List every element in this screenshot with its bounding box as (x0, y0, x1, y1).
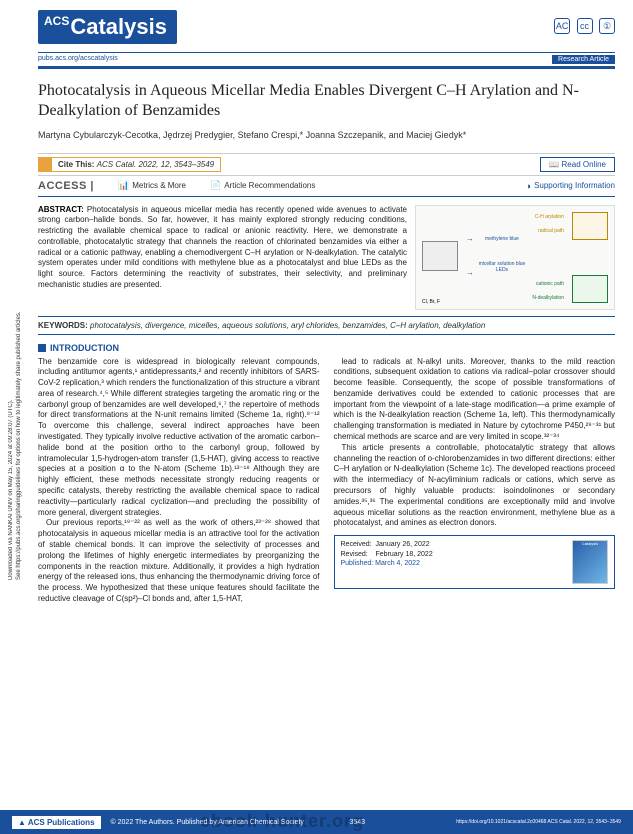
intro-p3: lead to radicals at N-alkyl units. Moreo… (334, 357, 616, 443)
ndealk-label: N-dealkylation (532, 295, 564, 301)
section-marker-icon (38, 344, 46, 352)
si-icon: ◑ (526, 181, 531, 191)
metrics-link[interactable]: 📊Metrics & More (118, 180, 186, 191)
ch-label: C-H arylation (535, 214, 564, 220)
access-row: ACCESS | 📊Metrics & More 📄Article Recomm… (38, 176, 615, 197)
journal-logo: ACSCatalysis (38, 10, 177, 44)
cond-top: methylene blue (472, 236, 532, 242)
halogen-label: Cl, Br, F (422, 299, 440, 305)
header-bar: pubs.acs.org/acscatalysis Research Artic… (38, 52, 615, 69)
page-content: ACSCatalysis AC cc ① pubs.acs.org/acscat… (38, 0, 615, 605)
publisher-logo: ▲ ACS Publications (12, 816, 101, 829)
cationic-label: cationic path (536, 281, 564, 287)
recs-icon: 📄 (210, 180, 221, 191)
article-title: Photocatalysis in Aqueous Micellar Media… (38, 81, 615, 121)
license-badges: AC cc ① (552, 16, 615, 34)
reactant-structure (422, 241, 458, 271)
badge-cc: cc (577, 18, 593, 34)
journal-header: ACSCatalysis AC cc ① (38, 10, 615, 44)
abstract-text: ABSTRACT: Photocatalysis in aqueous mice… (38, 205, 407, 310)
intro-p1: The benzamide core is widespread in biol… (38, 357, 320, 519)
radical-label: radical path (538, 228, 564, 234)
intro-title: INTRODUCTION (50, 343, 119, 353)
cite-button[interactable]: Cite This: ACS Catal. 2022, 12, 3543–354… (38, 157, 221, 172)
dates-box: Received: January 26, 2022 Revised: Febr… (334, 535, 616, 589)
supporting-info-link[interactable]: ◑Supporting Information (526, 181, 615, 191)
toc-graphic: Cl, Br, F methylene blue → micellar solu… (415, 205, 615, 310)
body-text: The benzamide core is widespread in biol… (38, 357, 615, 605)
intro-header: INTRODUCTION (38, 343, 615, 353)
download-note: Downloaded via NANKAI UNIV on May 15, 20… (8, 280, 20, 580)
product2-structure (572, 275, 608, 303)
authors: Martyna Cybularczyk-Cecotka, Jędrzej Pre… (38, 129, 615, 143)
recommendations-link[interactable]: 📄Article Recommendations (210, 180, 315, 191)
article-type: Research Article (552, 55, 615, 64)
cite-row: Cite This: ACS Catal. 2022, 12, 3543–354… (38, 153, 615, 176)
arrow-bot-icon: → (466, 268, 474, 277)
metrics-icon: 📊 (118, 180, 129, 191)
badge-ac: AC (554, 18, 570, 34)
read-online-button[interactable]: 📖 Read Online (540, 157, 615, 172)
watermark: ebook-hunter.org (200, 811, 364, 832)
access-label: ACCESS | (38, 180, 94, 192)
keywords: KEYWORDS: photocatalysis, divergence, mi… (38, 321, 615, 335)
product1-structure (572, 212, 608, 240)
doi: https://doi.org/10.1021/acscatal.2c00468… (456, 819, 621, 825)
journal-url[interactable]: pubs.acs.org/acscatalysis (38, 55, 118, 64)
cond-bot: micellar solution blue LEDs (472, 261, 532, 273)
intro-p4: This article presents a controllable, ph… (334, 443, 616, 529)
intro-p2: Our previous reports,¹⁹⁻²² as well as th… (38, 518, 320, 604)
arrow-top-icon: → (466, 234, 474, 243)
abstract-block: ABSTRACT: Photocatalysis in aqueous mice… (38, 205, 615, 317)
issue-thumbnail: Catalysis (572, 540, 608, 584)
badge-by: ① (599, 18, 615, 34)
